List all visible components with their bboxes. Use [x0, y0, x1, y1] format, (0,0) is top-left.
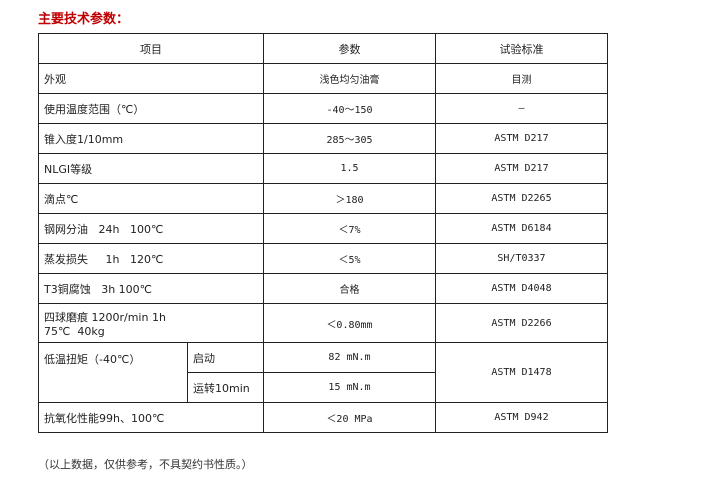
table-row: 滴点℃ ＞180 ASTM D2265: [38, 183, 608, 214]
row-item: 外观: [38, 63, 264, 94]
oxidation-item: 抗氧化性能99h、100℃: [38, 402, 264, 433]
row-value: 1.5: [263, 153, 436, 184]
torque-sub-start: 启动: [187, 342, 264, 373]
spec-table: 项目 参数 试验标准 外观 浅色均匀油膏 目测 使用温度范围（℃） -40～150…: [38, 33, 608, 433]
row-item: T3铜腐蚀 3h 100℃: [38, 273, 264, 304]
row-standard: SH/T0337: [435, 243, 608, 274]
row-value: ＜5%: [263, 243, 436, 274]
row-item-text: 锥入度1/10mm: [44, 132, 124, 146]
disclaimer-note: （以上数据，仅供参考，不具契约书性质。）: [38, 458, 253, 471]
row-standard: ASTM D2265: [435, 183, 608, 214]
table-row: 低温扭矩（-40℃） 启动 82 mN.m ASTM D1478: [38, 342, 608, 403]
oxidation-value: ＜20 MPa: [263, 402, 436, 433]
row-standard: ASTM D4048: [435, 273, 608, 304]
table-row: 外观 浅色均匀油膏 目测: [38, 63, 608, 94]
row-value: ＞180: [263, 183, 436, 214]
row-item-line1: 四球磨痕 1200r/min 1h: [44, 310, 166, 324]
row-standard: 目测: [435, 63, 608, 94]
table-row: T3铜腐蚀 3h 100℃ 合格 ASTM D4048: [38, 273, 608, 304]
row-item-text: 外观: [44, 72, 66, 86]
row-item: 蒸发损失 1h 120℃: [38, 243, 264, 274]
row-item: 滴点℃: [38, 183, 264, 214]
table-row: 钢网分油 24h 100℃ ＜7% ASTM D6184: [38, 213, 608, 244]
row-item: NLGI等级: [38, 153, 264, 184]
row-item: 钢网分油 24h 100℃: [38, 213, 264, 244]
table-row: 蒸发损失 1h 120℃ ＜5% SH/T0337: [38, 243, 608, 274]
row-value: ＜7%: [263, 213, 436, 244]
row-value: 浅色均匀油膏: [263, 63, 436, 94]
row-item-text: 滴点℃: [44, 192, 79, 206]
header-value: 参数: [263, 33, 436, 64]
row-value: 285～305: [263, 123, 436, 154]
torque-value-run: 15 mN.m: [263, 372, 436, 403]
row-item: 锥入度1/10mm: [38, 123, 264, 154]
row-standard: ASTM D217: [435, 123, 608, 154]
torque-value-start: 82 mN.m: [263, 342, 436, 373]
row-item-text: 钢网分油 24h 100℃: [44, 222, 164, 236]
table-row: 四球磨痕 1200r/min 1h 75℃ 40kg ＜0.80mm ASTM D…: [38, 303, 608, 343]
table-row: 运转10min 15 mN.m: [39, 372, 608, 403]
header-standard: 试验标准: [435, 33, 608, 64]
row-item: 四球磨痕 1200r/min 1h 75℃ 40kg: [38, 303, 264, 343]
row-item-line2: 75℃ 40kg: [44, 324, 105, 338]
table-header: 项目 参数 试验标准: [38, 33, 608, 64]
row-item-text: 使用温度范围（℃）: [44, 102, 145, 116]
torque-sub-run: 运转10min: [187, 372, 264, 403]
oxidation-standard: ASTM D942: [435, 402, 608, 433]
row-item: 使用温度范围（℃）: [38, 93, 264, 124]
row-value: -40～150: [263, 93, 436, 124]
table-row: 使用温度范围（℃） -40～150 —: [38, 93, 608, 124]
row-standard: ASTM D6184: [435, 213, 608, 244]
table-row: 锥入度1/10mm 285～305 ASTM D217: [38, 123, 608, 154]
table-row: NLGI等级 1.5 ASTM D217: [38, 153, 608, 184]
row-standard: ASTM D2266: [435, 303, 608, 343]
row-item-text: T3铜腐蚀 3h 100℃: [44, 282, 153, 296]
row-value: ＜0.80mm: [263, 303, 436, 343]
torque-item: 低温扭矩（-40℃）: [38, 342, 188, 403]
table-row: 抗氧化性能99h、100℃ ＜20 MPa ASTM D942: [38, 402, 608, 433]
section-title: 主要技术参数：: [38, 12, 130, 27]
row-item-text: NLGI等级: [44, 162, 93, 176]
row-standard: ASTM D217: [435, 153, 608, 184]
row-standard: —: [435, 93, 608, 124]
torque-standard: ASTM D1478: [435, 342, 608, 403]
row-value: 合格: [263, 273, 436, 304]
header-item: 项目: [38, 33, 264, 64]
row-item-text: 蒸发损失 1h 120℃: [44, 252, 164, 266]
